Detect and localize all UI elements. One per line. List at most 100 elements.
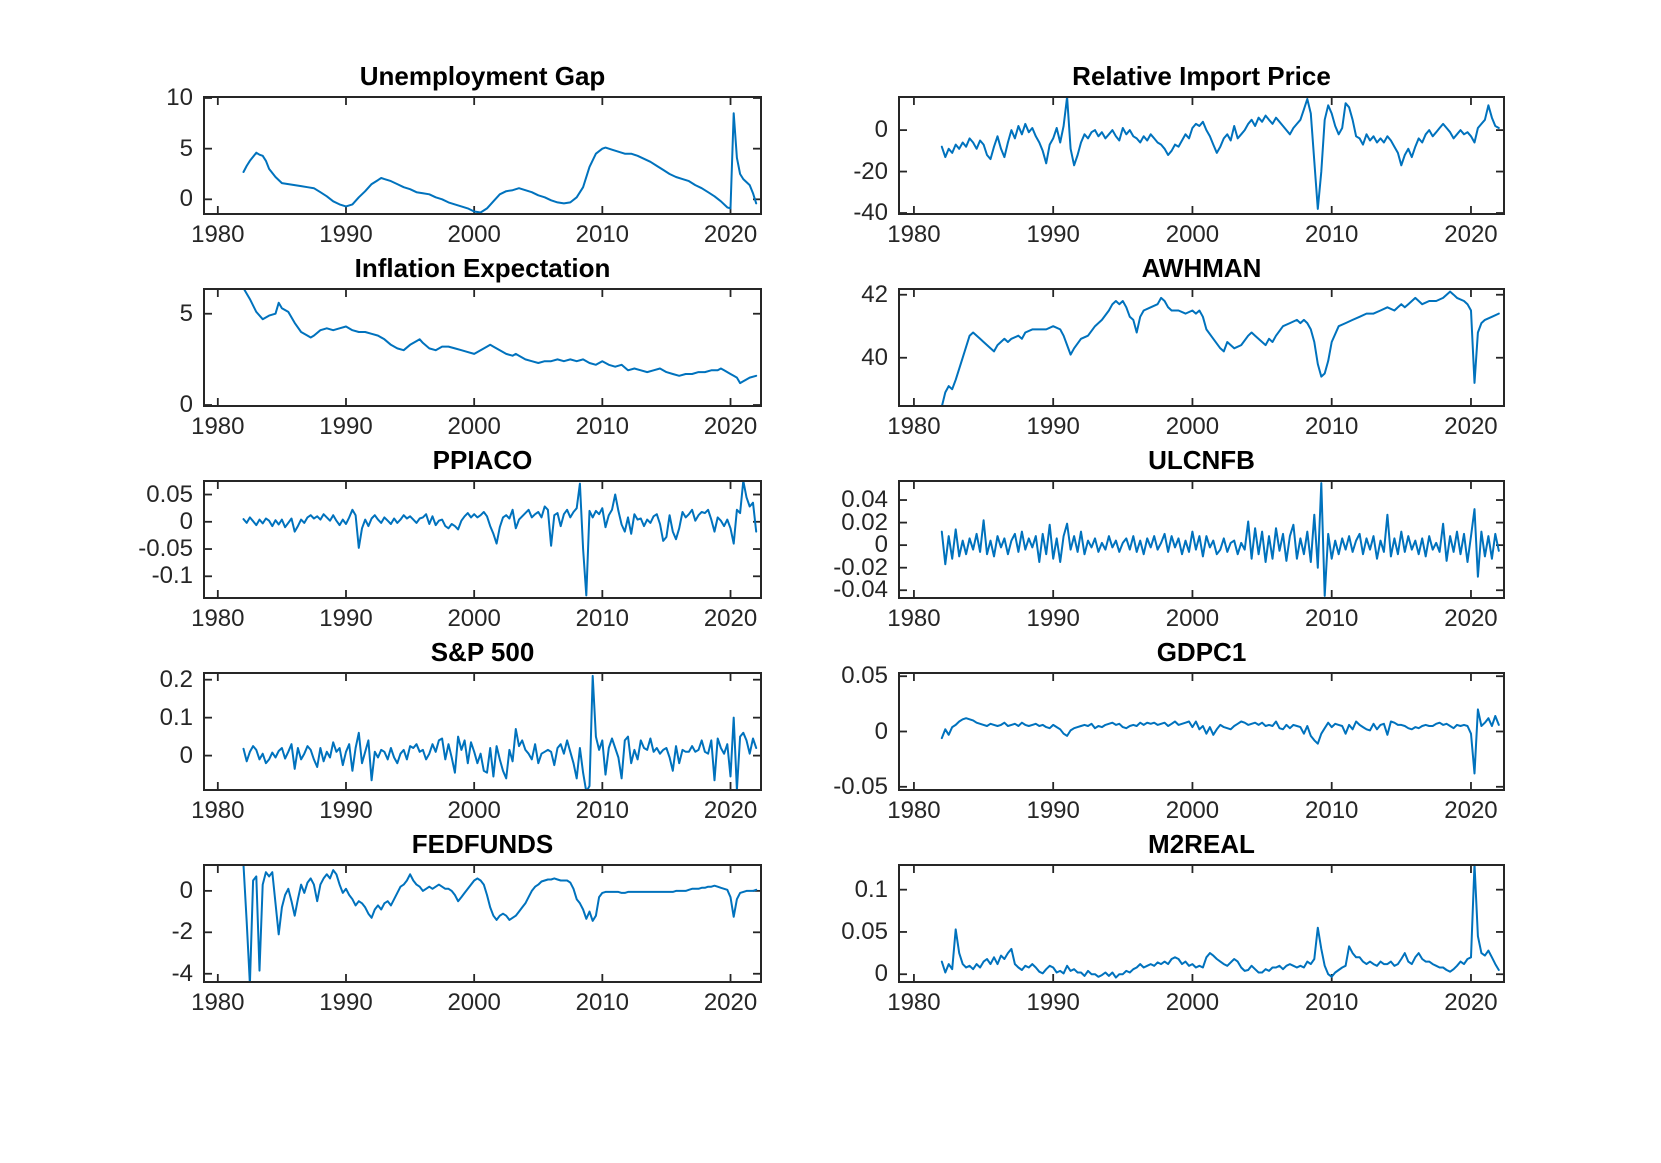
subplot-title-ppiaco: PPIACO — [432, 445, 533, 475]
y-tick-label: 42 — [861, 280, 888, 308]
x-tick-label: 1990 — [319, 413, 373, 440]
y-tick-label: 0 — [179, 185, 193, 213]
x-tick-label: 1980 — [191, 989, 245, 1016]
y-tick-label: -0.02 — [833, 553, 888, 581]
y-tick-label: -4 — [171, 959, 193, 987]
axes-box-m2real — [898, 864, 1505, 983]
data-line-fedfunds — [242, 866, 758, 981]
data-line-awhman — [941, 290, 1500, 405]
x-tick-label: 2010 — [575, 221, 630, 248]
x-tick-label: 2000 — [1165, 413, 1220, 440]
x-tick-label: 2010 — [1305, 413, 1359, 440]
x-tick-label: 2000 — [447, 221, 501, 248]
y-tick-label: 0.1 — [854, 875, 888, 903]
x-tick-label: 1980 — [191, 605, 245, 632]
x-tick-label: 1980 — [191, 413, 245, 440]
y-tick-label: 5 — [179, 299, 193, 327]
subplot-title-inflation-expectation: Inflation Expectation — [354, 253, 611, 283]
y-tick-label: 0.02 — [841, 508, 888, 536]
x-tick-label: 2010 — [575, 797, 630, 824]
subplot-title-awhman: AWHMAN — [1141, 253, 1262, 283]
y-tick-label: 0 — [874, 531, 888, 559]
y-tick-label: -0.05 — [833, 772, 888, 800]
y-tick-label: 0 — [874, 960, 888, 988]
y-tick-label: 5 — [179, 134, 193, 162]
x-tick-label: 1980 — [191, 797, 245, 824]
axes-box-awhman — [898, 288, 1505, 407]
x-tick-label: 2000 — [447, 413, 501, 440]
axes-box-unemployment-gap — [203, 96, 762, 215]
y-tick-label: 0 — [179, 876, 193, 904]
data-line-unemployment-gap — [242, 112, 758, 213]
x-tick-label: 1980 — [191, 221, 245, 248]
y-tick-label: 0.1 — [159, 703, 193, 731]
y-tick-label: 0 — [874, 717, 888, 745]
line-plot-fedfunds — [205, 866, 760, 981]
y-tick-label: 0.05 — [841, 662, 888, 690]
x-tick-label: 2010 — [1305, 989, 1359, 1016]
x-tick-label: 1980 — [887, 605, 941, 632]
x-tick-label: 1990 — [319, 221, 373, 248]
y-tick-label: 0.05 — [841, 917, 888, 945]
axes-box-s-p-500 — [203, 672, 762, 791]
x-tick-label: 2010 — [1305, 605, 1359, 632]
y-tick-label: -20 — [853, 157, 888, 185]
y-tick-label: -0.05 — [138, 535, 193, 563]
data-line-ppiaco — [242, 482, 758, 597]
subplot-title-unemployment-gap: Unemployment Gap — [359, 61, 606, 91]
x-tick-label: 2020 — [703, 989, 758, 1016]
x-tick-label: 2010 — [575, 989, 630, 1016]
axes-box-relative-import-price — [898, 96, 1505, 215]
line-plot-gdpc1 — [900, 674, 1503, 789]
x-tick-label: 1980 — [887, 989, 941, 1016]
subplot-title-s-p-500: S&P 500 — [430, 637, 535, 667]
x-tick-label: 2000 — [1165, 797, 1220, 824]
line-plot-ulcnfb — [900, 482, 1503, 597]
y-tick-label: 0 — [179, 741, 193, 769]
y-tick-label: -0.1 — [151, 562, 193, 590]
x-tick-label: 1980 — [887, 797, 941, 824]
data-line-s-p-500 — [242, 674, 758, 789]
subplot-title-ulcnfb: ULCNFB — [1148, 445, 1255, 475]
data-line-ulcnfb — [940, 482, 1500, 597]
x-tick-label: 2020 — [1444, 605, 1498, 632]
y-tick-label: 0.04 — [841, 486, 888, 514]
axes-box-inflation-expectation — [203, 288, 762, 407]
y-tick-label: 10 — [166, 84, 193, 111]
x-tick-label: 2010 — [575, 413, 630, 440]
x-tick-label: 2020 — [703, 221, 758, 248]
x-tick-label: 2020 — [703, 797, 758, 824]
x-tick-label: 1990 — [1026, 605, 1080, 632]
x-tick-label: 1990 — [1026, 797, 1080, 824]
data-line-inflation-expectation — [243, 290, 758, 385]
line-plot-s-p-500 — [205, 674, 760, 789]
x-tick-label: 2020 — [703, 605, 758, 632]
x-tick-label: 1980 — [887, 413, 941, 440]
subplot-title-relative-import-price: Relative Import Price — [1072, 61, 1331, 91]
x-tick-label: 1990 — [1026, 413, 1080, 440]
x-tick-label: 2000 — [447, 797, 501, 824]
subplot-title-fedfunds: FEDFUNDS — [411, 829, 554, 859]
x-tick-label: 2010 — [1305, 797, 1359, 824]
x-tick-label: 2010 — [1305, 221, 1359, 248]
axes-box-ppiaco — [203, 480, 762, 599]
subplot-title-gdpc1: GDPC1 — [1156, 637, 1247, 667]
y-tick-label: -40 — [853, 199, 888, 226]
data-line-gdpc1 — [940, 708, 1500, 775]
axes-box-fedfunds — [203, 864, 762, 983]
data-line-relative-import-price — [940, 98, 1500, 210]
line-plot-inflation-expectation — [205, 290, 760, 405]
x-tick-label: 1990 — [1026, 989, 1080, 1016]
x-tick-label: 2020 — [1444, 989, 1498, 1016]
y-tick-label: -0.04 — [833, 576, 888, 604]
x-tick-label: 1990 — [319, 797, 373, 824]
line-plot-unemployment-gap — [205, 98, 760, 213]
x-tick-label: 2020 — [703, 413, 758, 440]
y-tick-label: 0.05 — [146, 480, 193, 508]
line-plot-relative-import-price — [900, 98, 1503, 213]
x-tick-label: 2020 — [1444, 413, 1498, 440]
y-tick-label: 0 — [874, 116, 888, 144]
x-tick-label: 2000 — [447, 989, 501, 1016]
y-tick-label: 0.2 — [159, 665, 193, 693]
